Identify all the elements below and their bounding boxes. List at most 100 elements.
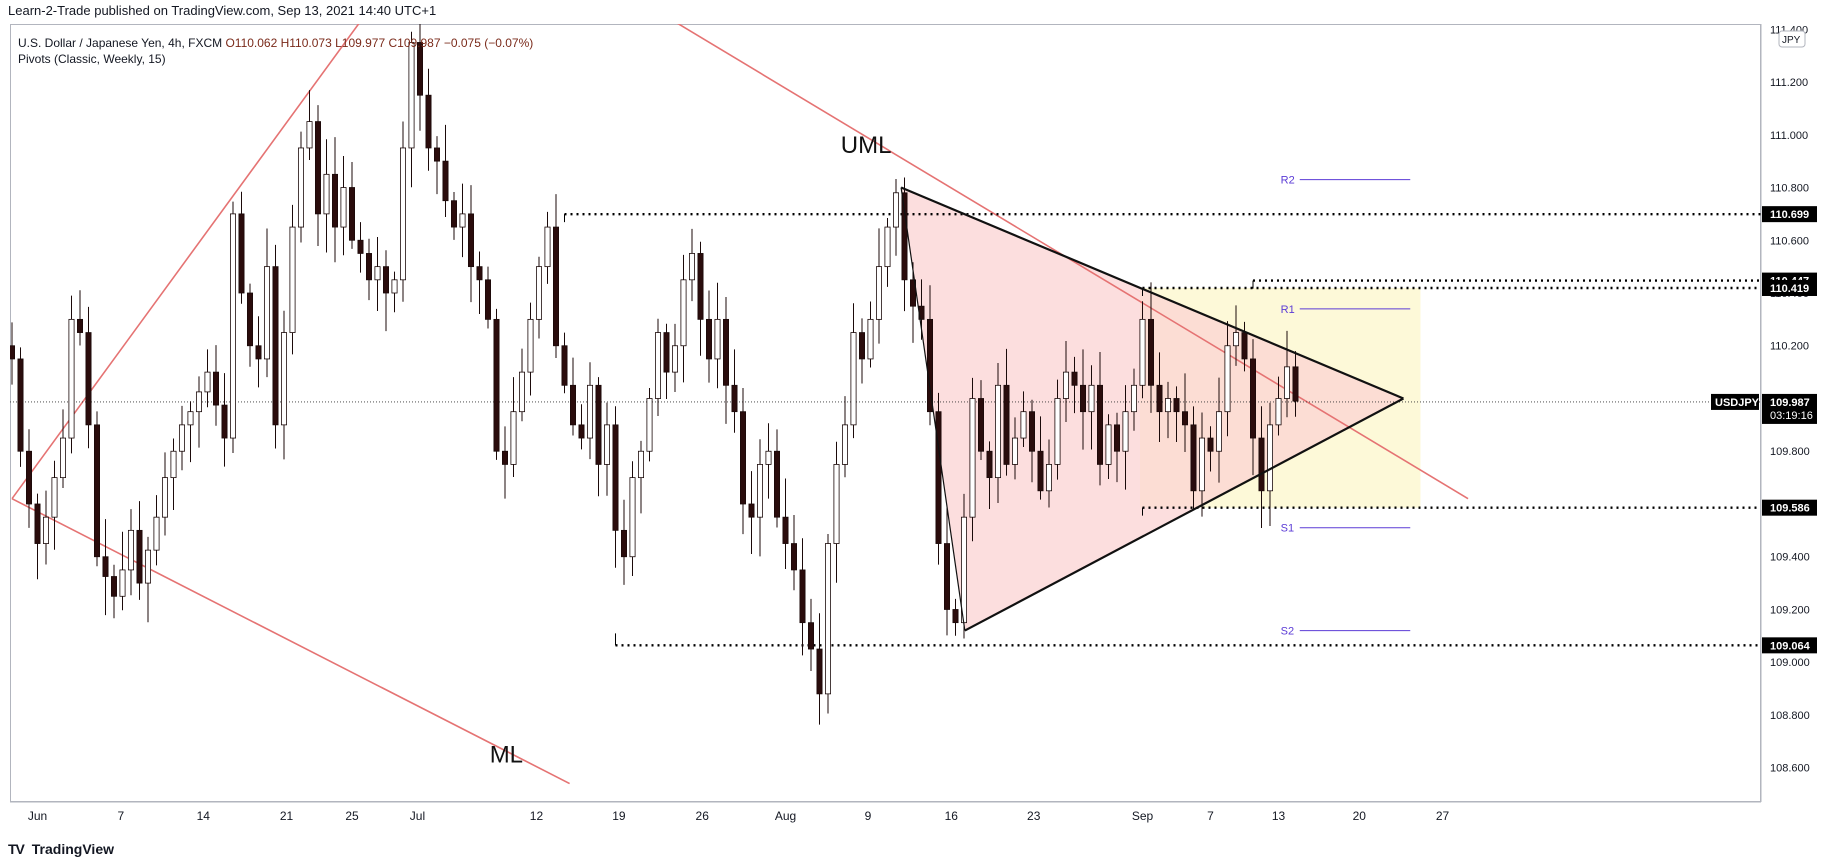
time-axis[interactable]: Jun 7 14 21 25 Jul 12 19 26 Aug 9 16 23 Sep 7 13 20 27 xyxy=(10,801,1761,823)
candle-down xyxy=(255,345,262,360)
candle-up xyxy=(842,424,849,465)
level-price-tag: 109.064 xyxy=(1762,637,1817,654)
legend-indicator[interactable]: Pivots (Classic, Weekly, 15) xyxy=(18,52,166,66)
candle-down xyxy=(425,94,432,149)
candle-down xyxy=(706,318,713,360)
candle-down xyxy=(578,424,585,439)
candle-up xyxy=(178,424,185,452)
candle-up xyxy=(672,345,679,373)
candle-down xyxy=(34,503,41,544)
candle-down xyxy=(986,450,993,479)
triangle-left-edge[interactable] xyxy=(900,187,966,631)
triangle-lower-line[interactable] xyxy=(964,397,1404,632)
candle-up xyxy=(1105,424,1112,465)
candle-up xyxy=(876,266,883,320)
candle-up xyxy=(1284,366,1291,399)
currency-badge[interactable]: JPY xyxy=(1778,30,1806,48)
candle-down xyxy=(561,345,568,386)
current-price-tag-box xyxy=(1762,393,1817,424)
candle-down xyxy=(238,213,245,294)
candle-down xyxy=(416,42,423,96)
candle-up xyxy=(1267,424,1274,492)
candle-down xyxy=(493,318,500,452)
candle-up xyxy=(893,192,900,228)
time-tick-label: 21 xyxy=(280,809,294,823)
candle-up xyxy=(51,477,58,518)
plot-area[interactable]: R2 R1 S1 S2 UML ML xyxy=(9,0,1761,785)
candle-up xyxy=(629,477,636,558)
candle-down xyxy=(476,266,483,281)
candle-up xyxy=(646,398,653,452)
candle-up xyxy=(459,213,466,228)
candle-down xyxy=(816,648,823,695)
candle-down xyxy=(1156,384,1163,413)
price-tick-label: 109.200 xyxy=(1770,604,1810,616)
symbol-tag-label: USDJPY xyxy=(1715,397,1760,409)
candle-down xyxy=(927,318,934,413)
candle-up xyxy=(961,516,968,624)
candle-up xyxy=(408,42,415,149)
triangle-upper-line[interactable] xyxy=(900,186,1404,400)
candle-up xyxy=(127,529,134,571)
time-tick-label: 19 xyxy=(612,809,626,823)
candle-down xyxy=(859,332,866,360)
price-tick-label: 109.400 xyxy=(1770,552,1810,564)
uml-annotation[interactable]: UML xyxy=(841,132,892,159)
candle-up xyxy=(714,318,721,360)
candle-down xyxy=(1173,398,1180,413)
candle-down xyxy=(348,187,355,241)
candle-up xyxy=(1054,398,1061,465)
candle-up xyxy=(995,384,1002,479)
candle-down xyxy=(246,292,253,347)
rising-channel-line[interactable] xyxy=(11,0,397,500)
candle-up xyxy=(1122,411,1129,452)
publisher-line: Learn-2-Trade published on TradingView.c… xyxy=(8,3,437,18)
candle-up xyxy=(391,279,398,294)
candle-up xyxy=(60,437,67,479)
time-tick-label: Sep xyxy=(1132,809,1154,823)
tradingview-footer[interactable]: TV TradingView xyxy=(8,841,114,857)
ml-annotation[interactable]: ML xyxy=(490,741,523,768)
candle-up xyxy=(833,464,840,544)
candle-up xyxy=(170,450,177,479)
candle-down xyxy=(808,622,815,650)
price-tick-label: 108.800 xyxy=(1770,710,1810,722)
candle-up xyxy=(1139,318,1146,386)
candle-up xyxy=(655,332,662,399)
price-tick-label: 111.200 xyxy=(1770,77,1808,89)
candle-up xyxy=(510,411,517,465)
symbol-tag-box xyxy=(1711,393,1759,410)
upper-median-line[interactable] xyxy=(534,0,1469,500)
candle-up xyxy=(43,516,50,544)
candle-up xyxy=(884,226,891,268)
candle-up xyxy=(280,332,287,426)
candle-up xyxy=(969,398,976,518)
candle-up xyxy=(680,279,687,347)
candle-down xyxy=(1071,371,1078,386)
candle-up xyxy=(289,226,296,333)
candle-down xyxy=(740,411,747,505)
time-tick-label: 13 xyxy=(1272,809,1286,823)
legend-symbol[interactable]: U.S. Dollar / Japanese Yen, 4h, FXCM xyxy=(18,36,223,50)
tradingview-logo-icon: TV xyxy=(8,841,25,857)
level-price-tag-box xyxy=(1762,279,1817,296)
candle-up xyxy=(204,371,211,393)
candle-down xyxy=(382,266,389,294)
candle-down xyxy=(935,411,942,544)
price-tick-label: 108.600 xyxy=(1770,763,1810,775)
candle-down xyxy=(1037,450,1044,492)
candle-up xyxy=(340,187,347,228)
time-tick-label: 7 xyxy=(117,809,124,823)
candle-down xyxy=(791,543,798,571)
time-tick-label: 20 xyxy=(1353,809,1367,823)
candle-down xyxy=(442,160,449,202)
time-tick-label: 12 xyxy=(530,809,544,823)
candle-up xyxy=(1063,371,1070,399)
triangle-pattern-fill xyxy=(901,187,1404,631)
median-line[interactable] xyxy=(11,497,570,785)
time-tick-label: Aug xyxy=(775,809,796,823)
candle-down xyxy=(10,345,15,360)
level-price-tag-label: 109.064 xyxy=(1770,640,1811,652)
